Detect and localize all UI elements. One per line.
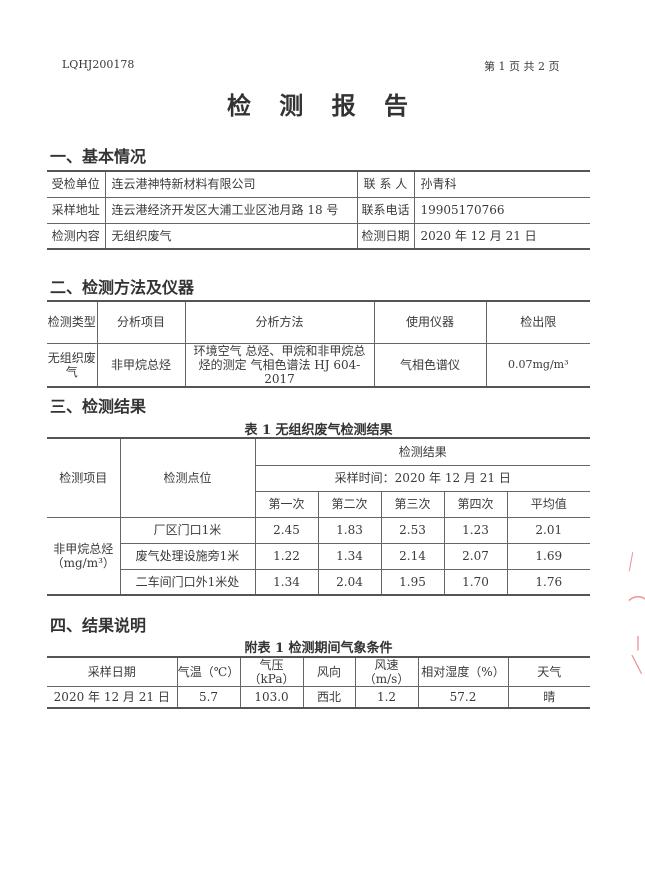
- cell: 废气处理设施旁1米: [120, 542, 256, 570]
- basic-info-table: 受检单位 连云港神特新材料有限公司联 系 人孙青科 采样地址 连云港经济开发区大浦工…: [47, 170, 590, 250]
- report-title: 检 测 报 告: [226, 91, 419, 120]
- cell: 1.69: [506, 542, 590, 570]
- table-row: 非甲烷总烃（mg/m³） 厂区门口1米 2.45 1.83 2.53 1.23 2.01: [47, 516, 590, 596]
- cell: 二车间门口外1米处: [120, 568, 256, 596]
- label: 联系电话: [356, 196, 415, 224]
- cell: 1.95: [380, 568, 445, 596]
- results-table: 检测项目 检测点位 检测结果 采样时间：2020 年 12 月 21 日 第一次 第二…: [47, 437, 590, 596]
- cell: 1.2: [354, 686, 419, 708]
- cell: 2.45: [254, 516, 319, 544]
- weather-caption: 附表 1 检测期间气象条件: [244, 641, 393, 656]
- cell: 103.0: [239, 686, 304, 708]
- header-cell: 平均值: [506, 490, 590, 518]
- value: 19905170766: [413, 196, 590, 224]
- header-cell: 使用仪器: [373, 300, 487, 344]
- cell: 1.22: [254, 542, 319, 570]
- value: 连云港神特新材料有限公司: [104, 170, 358, 198]
- header-cell: 气压（kPa）: [239, 656, 304, 687]
- cell: 厂区门口1米: [119, 516, 256, 544]
- label: 采样地址: [47, 196, 106, 224]
- table-row: 废气处理设施旁1米 1.22 1.34 2.14 2.07 1.69: [47, 542, 590, 570]
- cell: 1.76: [506, 568, 590, 596]
- cell: 气相色谱仪: [373, 342, 487, 387]
- header-cell: 分析方法: [184, 300, 375, 344]
- label: 检测日期: [356, 222, 415, 250]
- cell: 2020 年 12 月 21 日: [47, 686, 178, 708]
- cell: 1.23: [443, 516, 508, 544]
- header-cell: 检测项目: [47, 437, 121, 518]
- section-notes-heading: 四、结果说明: [50, 616, 147, 635]
- header-cell: 分析项目: [96, 300, 186, 344]
- label: 检测内容: [47, 222, 106, 250]
- cell: 1.34: [254, 568, 319, 596]
- header-cell: 第三次: [380, 490, 445, 518]
- cell: 1.34: [317, 542, 382, 570]
- header-cell: 天气: [507, 656, 590, 687]
- value: 无组织废气: [104, 222, 358, 250]
- cell: 2.01: [506, 516, 590, 544]
- value: 孙青科: [413, 170, 590, 198]
- cell: 晴: [507, 686, 590, 708]
- page-info: 第 1 页 共 2 页: [484, 60, 560, 73]
- weather-table: 采样日期 气温（℃） 气压（kPa） 风向 风速（m/s） 相对湿度（%） 天气 2020 …: [47, 656, 590, 709]
- header-cell: 检测点位: [119, 437, 256, 518]
- section-basic-heading: 一、基本情况: [50, 147, 147, 166]
- header-cell: 气温（℃）: [176, 656, 241, 687]
- cell: 环境空气 总烃、甲烷和非甲烷总烃的测定 气相色谱法 HJ 604-2017: [184, 342, 375, 387]
- header-cell: 相对湿度（%）: [417, 656, 509, 687]
- cell: 非甲烷总烃: [96, 342, 186, 387]
- header-cell: 检出限: [485, 300, 590, 344]
- label: 联 系 人: [356, 170, 415, 198]
- header-cell: 风向: [302, 656, 356, 687]
- value: 2020 年 12 月 21 日: [413, 222, 590, 250]
- header-cell: 第一次: [255, 490, 319, 518]
- cell: 无组织废气: [47, 342, 98, 387]
- cell: 西北: [302, 686, 356, 708]
- cell: 1.83: [317, 516, 382, 544]
- header-cell: 采样日期: [47, 656, 178, 687]
- header-cell: 第四次: [443, 490, 508, 518]
- value: 连云港经济开发区大浦工业区池月路 18 号: [104, 196, 358, 224]
- cell: 2.53: [380, 516, 445, 544]
- header-cell: 检测结果: [254, 437, 590, 466]
- section-method-heading: 二、检测方法及仪器: [50, 278, 195, 297]
- cell: 5.7: [176, 686, 241, 708]
- header-cell: 第二次: [317, 490, 382, 518]
- cell: 2.14: [380, 542, 445, 570]
- table-row: 二车间门口外1米处 1.34 2.04 1.95 1.70 1.76: [47, 568, 590, 596]
- label: 受检单位: [47, 170, 106, 198]
- method-table: 检测类型 分析项目 分析方法 使用仪器 检出限 无组织废气 非甲烷总烃 环境空气 总烃、甲烷…: [47, 300, 590, 388]
- cell: 2.07: [443, 542, 508, 570]
- section-results-heading: 三、检测结果: [50, 397, 147, 416]
- header-cell: 采样时间：2020 年 12 月 21 日: [255, 464, 590, 492]
- report-number: LQHJ200178: [62, 58, 135, 71]
- header-cell: 风速（m/s）: [354, 656, 419, 687]
- cell: 0.07mg/m³: [485, 342, 590, 387]
- cell: 2.04: [317, 568, 382, 596]
- cell: 1.70: [443, 568, 508, 596]
- item-cell: 非甲烷总烃（mg/m³）: [47, 516, 121, 596]
- table-row: 2020 年 12 月 21 日 5.7 103.0 西北 1.2 57.2 晴: [47, 686, 590, 708]
- results-caption: 表 1 无组织废气检测结果: [244, 423, 393, 438]
- header-cell: 检测类型: [47, 300, 98, 344]
- cell: 57.2: [417, 686, 509, 708]
